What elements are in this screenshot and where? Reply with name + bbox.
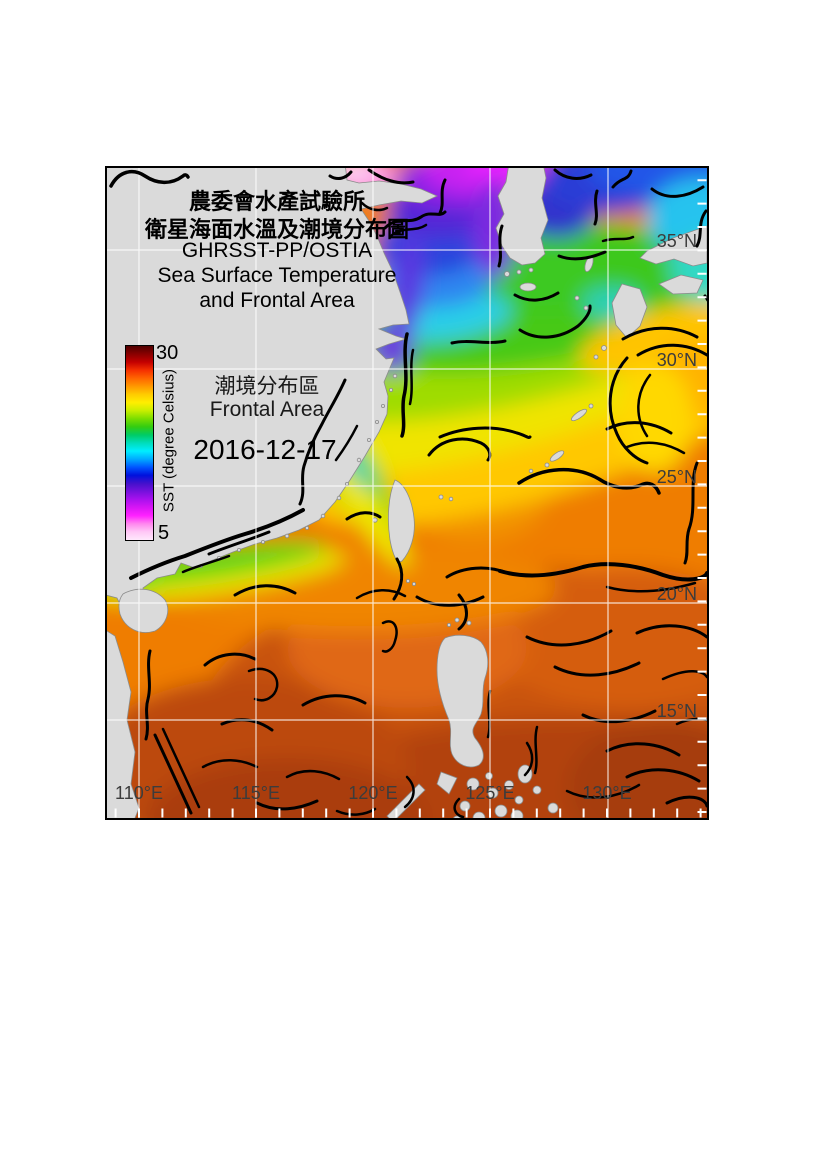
- lat-label-25n: 25°N: [656, 467, 697, 487]
- lon-label-130e: 130°E: [582, 783, 632, 803]
- land-kyushu: [611, 283, 648, 339]
- frontal-lines: [129, 168, 707, 818]
- land-mindoro: [436, 771, 458, 795]
- legend-frontal-en: Frontal Area: [209, 398, 325, 421]
- title-en-2: and Frontal Area: [199, 289, 355, 312]
- land-taiwan: [388, 479, 415, 563]
- land-vietnam: [107, 630, 140, 818]
- sst-frontal-map: 農委會水產試驗所 衛星海面水溫及潮境分布圖 GHRSST-PP/OSTIA Se…: [105, 166, 709, 820]
- lat-label-15n: 15°N: [656, 701, 697, 721]
- land-jeju: [519, 282, 537, 292]
- landmasses: [107, 168, 707, 818]
- land-luzon: [436, 634, 489, 768]
- title-en-1: Sea Surface Temperature: [157, 264, 397, 287]
- map-image: [107, 168, 707, 818]
- legend-frontal-zh: 潮境分布區: [214, 375, 320, 398]
- lon-label-120e: 120°E: [348, 783, 398, 803]
- lat-label-30n: 30°N: [656, 350, 697, 370]
- lon-label-110e: 110°E: [115, 783, 163, 803]
- title-product: GHRSST-PP/OSTIA: [181, 239, 373, 262]
- lon-label-125e: 125°E: [465, 783, 515, 803]
- colorbar-gradient: [126, 346, 153, 540]
- land-honshu: [639, 225, 707, 267]
- frontal-line-symbol: [109, 169, 190, 188]
- lat-label-35n: 35°N: [656, 231, 697, 251]
- colorbar-max-label: 30: [156, 342, 179, 364]
- map-date: 2016-12-17: [193, 434, 337, 465]
- lon-label-115e: 115°E: [232, 783, 280, 803]
- title-org-zh: 農委會水產試驗所: [188, 189, 365, 214]
- land-hainan: [118, 588, 169, 633]
- title-map-zh: 衛星海面水溫及潮境分布圖: [144, 217, 409, 242]
- colorbar: [125, 345, 154, 541]
- lat-label-20n: 20°N: [656, 584, 697, 604]
- land-shikoku: [658, 274, 704, 295]
- colorbar-min-label: 5: [158, 522, 170, 544]
- land-korea: [495, 168, 549, 266]
- graticule: [107, 168, 707, 818]
- land-china: [107, 168, 438, 623]
